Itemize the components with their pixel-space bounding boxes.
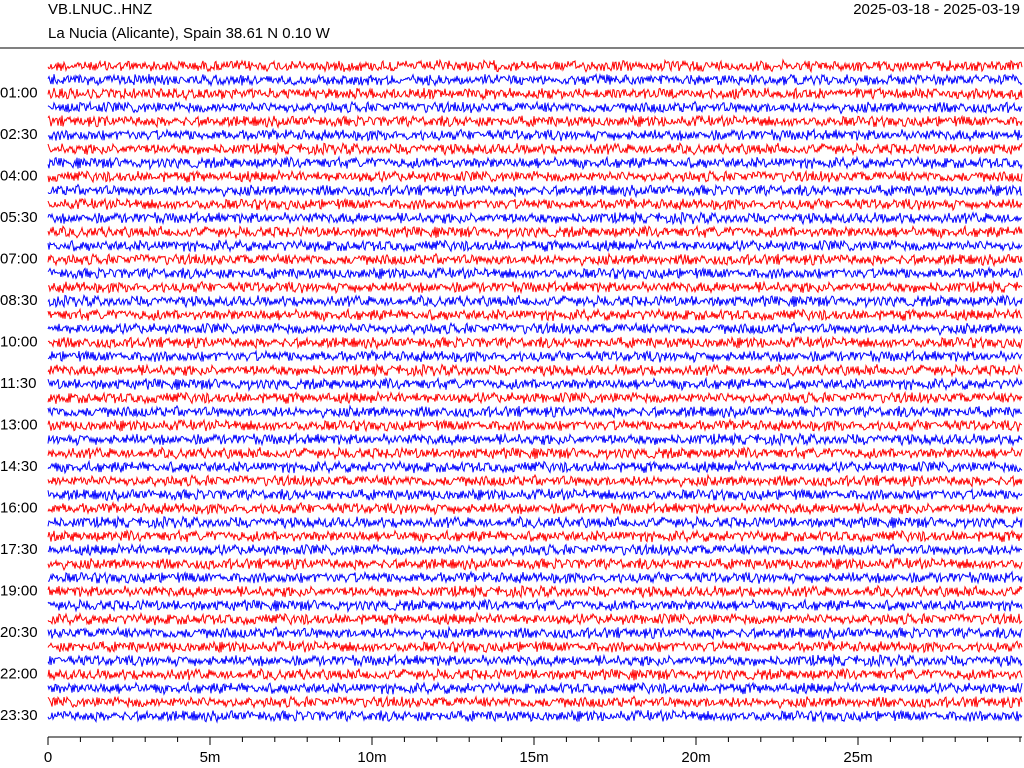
trace (47, 294, 1023, 309)
x-tick-label: 20m (681, 749, 710, 766)
trace (47, 611, 1023, 627)
row-label: 10:00 (0, 334, 38, 351)
row-label: 20:30 (0, 624, 38, 641)
trace (47, 390, 1023, 405)
trace (47, 542, 1023, 558)
trace (47, 210, 1023, 226)
trace (47, 335, 1023, 351)
station: VB.LNUC..HNZ (48, 1, 152, 18)
trace (47, 667, 1023, 683)
trace (47, 321, 1023, 336)
trace (47, 376, 1023, 392)
row-label: 13:00 (0, 417, 38, 434)
row-label: 05:30 (0, 209, 38, 226)
row-label: 19:00 (0, 583, 38, 600)
trace (47, 625, 1023, 641)
row-label: 02:30 (0, 126, 38, 143)
trace (47, 266, 1023, 281)
row-label: 04:00 (0, 168, 38, 185)
trace (47, 695, 1023, 710)
trace (47, 639, 1023, 654)
trace (47, 708, 1023, 724)
trace (47, 100, 1023, 115)
x-tick-label: 15m (519, 749, 548, 766)
trace (47, 459, 1023, 475)
trace (47, 127, 1023, 143)
trace (47, 653, 1023, 668)
date-range: 2025-03-18 - 2025-03-19 (853, 1, 1020, 18)
trace (47, 86, 1023, 102)
trace (47, 680, 1023, 696)
trace (47, 252, 1023, 268)
trace (47, 515, 1023, 531)
row-label: 08:30 (0, 292, 38, 309)
row-label: 22:00 (0, 665, 38, 682)
trace (47, 598, 1023, 614)
trace (47, 584, 1023, 599)
trace (47, 473, 1023, 489)
trace (47, 404, 1023, 420)
trace (47, 487, 1023, 503)
x-tick-label: 5m (200, 749, 221, 766)
row-label: 16:00 (0, 500, 38, 517)
trace (47, 155, 1023, 171)
row-label: 07:00 (0, 251, 38, 268)
trace (47, 114, 1023, 129)
row-label: 11:30 (0, 375, 36, 392)
x-tick-label: 10m (357, 749, 386, 766)
location: La Nucia (Alicante), Spain 38.61 N 0.10 … (48, 25, 331, 42)
trace (48, 279, 1023, 295)
row-label: 14:30 (0, 458, 38, 475)
trace (47, 58, 1023, 74)
row-label: 17:30 (0, 541, 38, 558)
trace (47, 570, 1023, 585)
trace (47, 363, 1023, 378)
trace (47, 168, 1023, 184)
trace (47, 432, 1023, 447)
row-label: 01:00 (0, 85, 38, 102)
trace (47, 501, 1023, 516)
trace (47, 73, 1023, 88)
trace (47, 224, 1023, 240)
trace (47, 418, 1023, 433)
x-tick-label: 25m (843, 749, 872, 766)
trace (47, 196, 1023, 212)
trace (47, 349, 1023, 364)
trace (47, 141, 1023, 157)
trace (47, 445, 1023, 461)
row-label: 23:30 (0, 707, 38, 724)
trace (47, 237, 1023, 253)
trace (47, 183, 1023, 199)
x-tick-label: 0 (44, 749, 52, 766)
trace (47, 556, 1023, 572)
trace (47, 307, 1023, 323)
trace (47, 528, 1023, 544)
